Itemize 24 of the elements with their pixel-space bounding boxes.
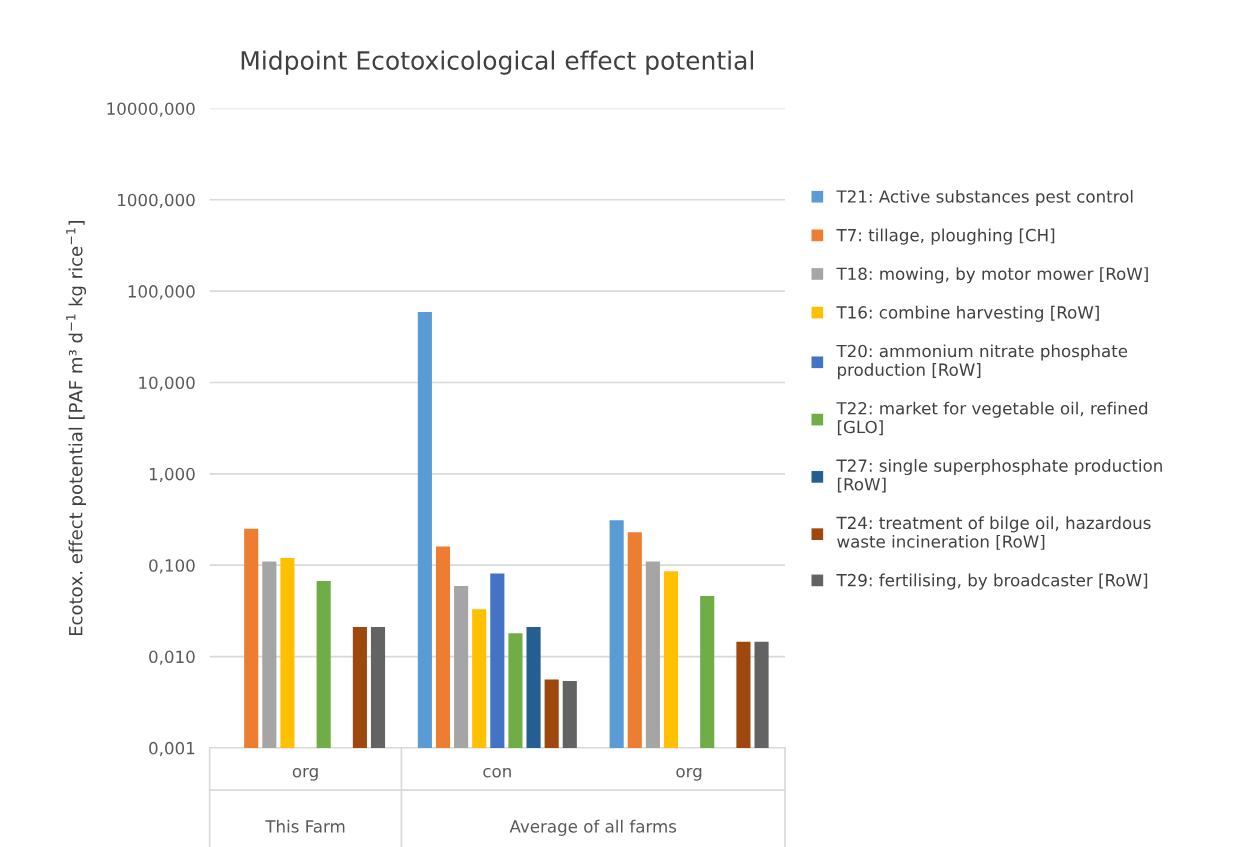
x-tick-label: org [676, 767, 702, 781]
legend-label: T20: ammonium nitrate phosphate production [RoW] [836, 344, 1128, 380]
x-tick-label: org [292, 767, 318, 781]
text: This Farm [265, 819, 345, 833]
y-tick-label: 10,000 [139, 376, 195, 391]
legend-label: T16: combine harvesting [RoW] [836, 305, 1099, 322]
legend-label: T18: mowing, by motor mower [RoW] [836, 267, 1148, 284]
y-tick-label: 10000,000 [107, 102, 195, 117]
y-tick-label: 0,100 [149, 559, 195, 574]
legend-label: T27: single superphosphate production [RoW] [836, 458, 1162, 493]
legend-label: T7: tillage, ploughing [CH] [836, 228, 1055, 245]
y-axis-title: Ecotox. effect potential [PAF m³ d$^{−1}$ kg rice$^{−1}$] [66, 221, 87, 636]
text: Average of all farms [509, 819, 677, 836]
legend-label: T24: treatment of bilge oil, hazardous waste incineration [RoW] [836, 516, 1151, 550]
y-tick-label: 1000,000 [118, 193, 195, 209]
legend-label: T21: Active substances pest control [836, 189, 1133, 207]
chart-title: Midpoint Ecotoxicological effect potential [241, 50, 754, 75]
x-tick-label: con [483, 767, 511, 778]
y-tick-label: 100,000 [128, 285, 195, 300]
y-tick-label: 0,010 [149, 650, 195, 665]
legend-label: T22: market for vegetable oil, refined [GLO] [836, 401, 1148, 436]
legend-label: T29: fertilising, by broadcaster [RoW] [836, 573, 1148, 590]
y-tick-label: 0,001 [149, 741, 195, 757]
y-tick-label: 1,000 [149, 467, 195, 483]
